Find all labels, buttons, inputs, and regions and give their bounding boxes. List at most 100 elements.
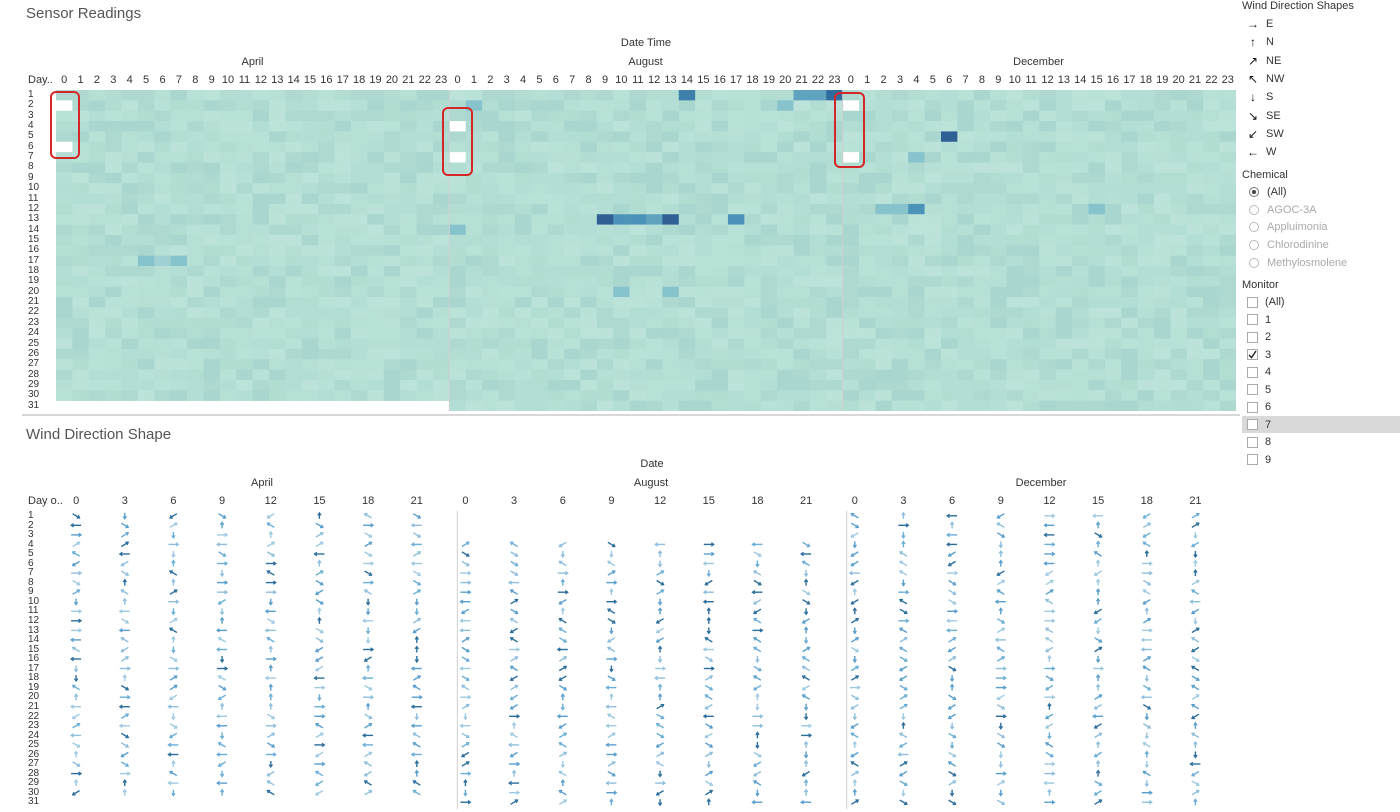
wind-arrow xyxy=(605,723,617,728)
wind-arrow xyxy=(901,540,906,548)
checkbox[interactable] xyxy=(1247,296,1258,308)
checkbox[interactable] xyxy=(1247,366,1258,378)
radio-button[interactable] xyxy=(1249,204,1259,215)
heatmap-cell xyxy=(1203,121,1220,132)
heatmap-cell xyxy=(170,141,188,153)
heatmap-cell xyxy=(105,193,122,205)
heatmap-cell xyxy=(957,172,975,184)
heatmap-cell xyxy=(301,359,319,370)
sensor-hour-tick: 7 xyxy=(569,74,576,86)
heatmap-cell xyxy=(105,234,122,246)
heatmap-cell xyxy=(891,214,909,225)
heatmap-cell xyxy=(695,317,712,329)
heatmap-cell xyxy=(154,379,172,391)
chemical-option[interactable]: Appluimonia xyxy=(1242,219,1400,237)
sensor-hour-tick: 3 xyxy=(110,74,117,86)
wind-arrow xyxy=(897,752,909,757)
heatmap-cell xyxy=(531,203,548,215)
heatmap-cell xyxy=(1104,266,1122,277)
wind-arrow xyxy=(755,789,760,797)
heatmap-cell xyxy=(203,369,221,381)
heatmap-cell xyxy=(580,110,598,122)
radio-button[interactable] xyxy=(1249,187,1259,198)
wind-arrow xyxy=(414,769,419,777)
heatmap-cell xyxy=(1170,307,1188,319)
checkbox[interactable] xyxy=(1247,331,1258,343)
heatmap-cell xyxy=(727,121,745,132)
heatmap-cell xyxy=(1055,203,1073,215)
chemical-option[interactable]: Methylosmolene xyxy=(1242,254,1400,272)
heatmap-cell xyxy=(564,121,581,132)
checkbox[interactable] xyxy=(1247,419,1258,431)
heatmap-cell xyxy=(383,390,401,401)
radio-button[interactable] xyxy=(1249,239,1259,250)
wind-arrow xyxy=(1190,665,1200,672)
chemical-option[interactable]: AGOC-3A xyxy=(1242,201,1400,219)
heatmap-cell xyxy=(1072,90,1089,101)
wind-arrow xyxy=(314,761,326,767)
wind-arrow xyxy=(850,665,860,672)
checkbox[interactable] xyxy=(1247,349,1258,361)
monitor-option[interactable]: 7 xyxy=(1242,415,1400,434)
wind-arrow xyxy=(509,617,518,624)
heatmap-cell xyxy=(1121,90,1138,101)
heatmap-cell xyxy=(416,369,434,381)
heatmap-cell xyxy=(285,286,303,298)
heatmap-cell xyxy=(1186,286,1204,298)
monitor-option[interactable]: 6 xyxy=(1242,398,1400,416)
heatmap-cell xyxy=(564,348,581,360)
heatmap-cell xyxy=(531,245,548,256)
checkbox[interactable] xyxy=(1247,314,1258,326)
monitor-option[interactable]: 3 xyxy=(1242,346,1400,364)
heatmap-cell xyxy=(1137,307,1155,319)
checkbox[interactable] xyxy=(1247,401,1258,413)
sensor-heatmap[interactable] xyxy=(56,90,1236,411)
checkbox[interactable] xyxy=(1247,436,1258,448)
wind-arrow xyxy=(314,770,324,777)
wind-arrow xyxy=(850,551,859,557)
heatmap-cell xyxy=(727,172,745,184)
heatmap-cell xyxy=(400,183,417,194)
monitor-option[interactable]: 2 xyxy=(1242,328,1400,346)
heatmap-cell xyxy=(1170,400,1188,411)
radio-button[interactable] xyxy=(1249,222,1259,233)
radio-button[interactable] xyxy=(1249,257,1259,268)
wind-direction-chart[interactable] xyxy=(68,511,1236,809)
chemical-option[interactable]: Chlorodinine xyxy=(1242,236,1400,254)
heatmap-cell xyxy=(1022,152,1040,163)
wind-arrow xyxy=(606,646,616,653)
heatmap-cell xyxy=(121,172,139,184)
sensor-hour-tick: 9 xyxy=(601,74,609,86)
heatmap-cell xyxy=(1088,193,1106,205)
sensor-hour-tick: 11 xyxy=(238,74,251,86)
heatmap-cell xyxy=(1072,234,1089,246)
heatmap-cell xyxy=(777,224,794,236)
wind-arrow xyxy=(947,703,956,710)
heatmap-cell xyxy=(432,100,450,111)
heatmap-cell xyxy=(318,328,335,339)
heatmap-cell xyxy=(1154,317,1171,329)
heatmap-cell xyxy=(400,214,417,225)
wind-hour-tick: 15 xyxy=(702,495,715,507)
chemical-option[interactable]: (All) xyxy=(1242,183,1400,201)
heatmap-cell xyxy=(252,276,270,288)
wind-arrow xyxy=(120,761,130,767)
wind-arrow xyxy=(994,599,1006,604)
monitor-option[interactable]: 5 xyxy=(1242,381,1400,399)
sensor-day-label: 6 xyxy=(28,140,34,152)
wind-arrow xyxy=(946,618,958,623)
heatmap-cell xyxy=(154,317,172,329)
monitor-option[interactable]: (All) xyxy=(1242,293,1400,311)
monitor-option[interactable]: 9 xyxy=(1242,451,1400,469)
heatmap-cell xyxy=(678,307,696,319)
checkbox[interactable] xyxy=(1247,384,1258,396)
heatmap-cell xyxy=(662,369,680,381)
checkbox[interactable] xyxy=(1247,454,1258,466)
heatmap-cell xyxy=(383,110,401,122)
heatmap-cell xyxy=(941,266,958,277)
heatmap-cell xyxy=(514,162,532,174)
heatmap-cell xyxy=(760,203,778,215)
monitor-option[interactable]: 4 xyxy=(1242,363,1400,381)
monitor-option[interactable]: 1 xyxy=(1242,311,1400,329)
monitor-option[interactable]: 8 xyxy=(1242,433,1400,451)
